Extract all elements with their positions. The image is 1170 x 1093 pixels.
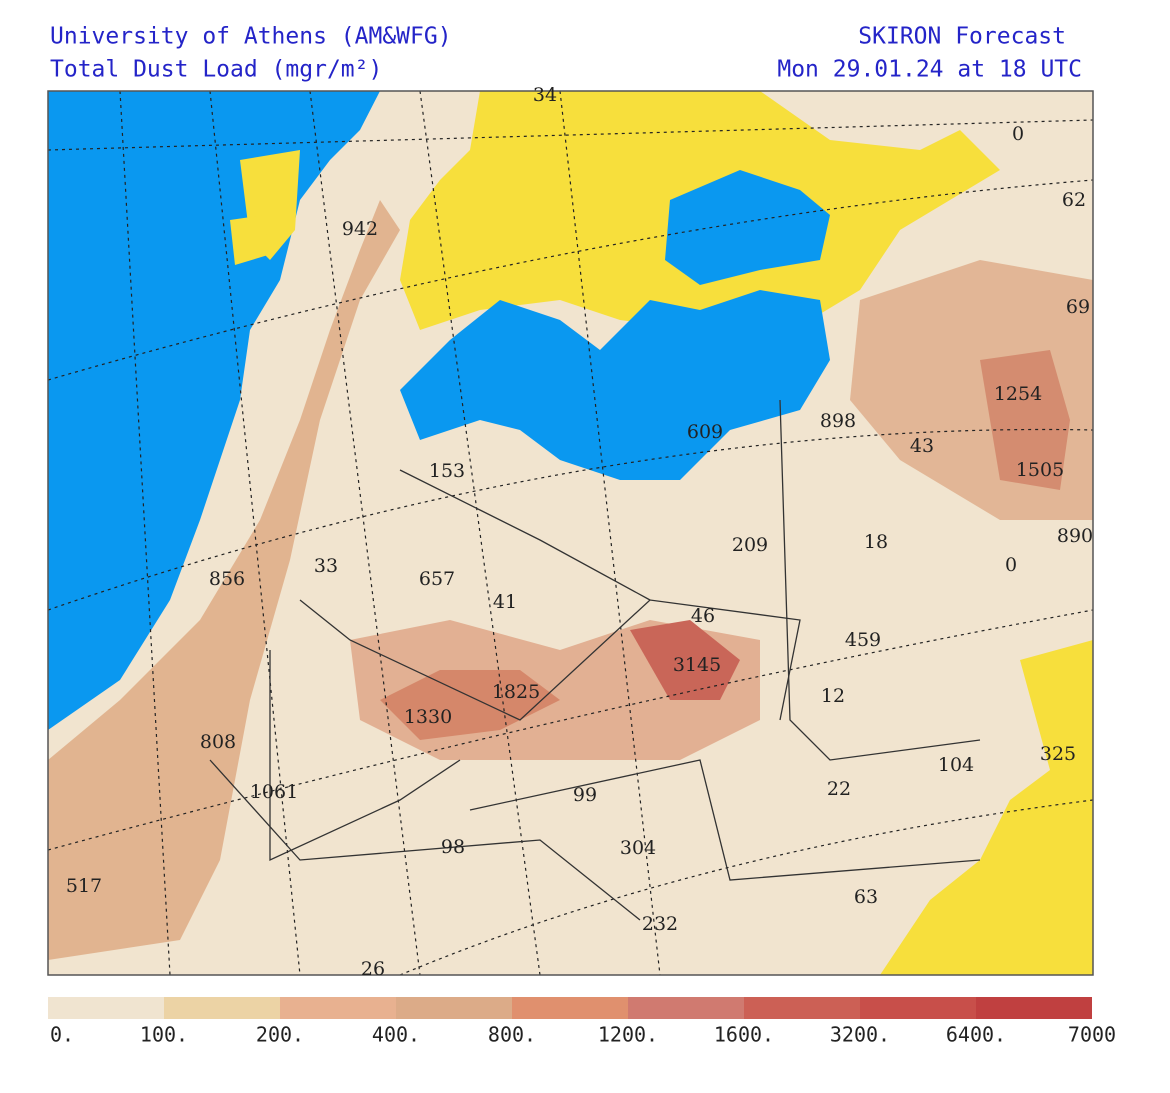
colorbar-label: 100. xyxy=(140,1023,188,1047)
dust-value-label: 43 xyxy=(910,435,934,457)
dust-value-label: 46 xyxy=(691,605,715,627)
colorbar-segment xyxy=(396,997,512,1019)
dust-value-label: 459 xyxy=(845,629,881,651)
map-area xyxy=(48,91,1093,975)
dust-value-label: 657 xyxy=(419,568,455,590)
dust-core-3 xyxy=(980,350,1070,490)
dust-value-label: 890 xyxy=(1057,525,1093,547)
dust-value-label: 808 xyxy=(200,731,236,753)
dust-value-label: 517 xyxy=(66,875,102,897)
dust-value-label: 69 xyxy=(1066,296,1090,318)
header-time: Mon 29.01.24 at 18 UTC xyxy=(777,57,1082,83)
dust-value-label: 1330 xyxy=(404,706,452,728)
colorbar-segment xyxy=(976,997,1092,1019)
colorbar-label: 0. xyxy=(50,1023,74,1047)
colorbar-segment xyxy=(280,997,396,1019)
dust-value-label: 1825 xyxy=(492,681,540,703)
dust-value-label: 63 xyxy=(854,886,878,908)
dust-value-label: 942 xyxy=(342,218,378,240)
dust-value-label: 34 xyxy=(533,84,557,106)
dust-value-label: 18 xyxy=(864,531,888,553)
header-title: University of Athens (AM&WFG) xyxy=(50,24,452,50)
dust-value-label: 33 xyxy=(314,555,338,577)
dust-value-label: 1505 xyxy=(1016,459,1064,481)
colorbar-label: 3200. xyxy=(830,1023,890,1047)
dust-value-label: 304 xyxy=(620,837,656,859)
dust-value-label: 104 xyxy=(938,754,974,776)
dust-core-1 xyxy=(380,670,560,740)
dust-value-label: 209 xyxy=(732,534,768,556)
dust-value-label: 26 xyxy=(361,958,385,980)
colorbar-label: 1600. xyxy=(714,1023,774,1047)
black-sea xyxy=(665,170,830,285)
colorbar-segment xyxy=(628,997,744,1019)
dust-value-label: 62 xyxy=(1062,189,1086,211)
colorbar-segment xyxy=(48,997,164,1019)
colorbar-segment xyxy=(860,997,976,1019)
dust-value-label: 609 xyxy=(687,421,723,443)
dust-value-label: 898 xyxy=(820,410,856,432)
dust-value-label: 0 xyxy=(1012,123,1024,145)
colorbar-label: 6400. xyxy=(946,1023,1006,1047)
dust-value-label: 12 xyxy=(821,685,845,707)
colorbar-segment xyxy=(744,997,860,1019)
dust-value-label: 856 xyxy=(209,568,245,590)
dust-value-label: 22 xyxy=(827,778,851,800)
header-quantity: Total Dust Load (mgr/m²) xyxy=(50,57,382,83)
dust-west xyxy=(48,200,400,960)
colorbar-segment xyxy=(512,997,628,1019)
dust-value-label: 232 xyxy=(642,913,678,935)
dust-value-label: 1254 xyxy=(994,383,1042,405)
dust-value-label: 1061 xyxy=(250,781,298,803)
dust-value-label: 153 xyxy=(429,460,465,482)
colorbar-label: 800. xyxy=(488,1023,536,1047)
dust-value-label: 3145 xyxy=(673,654,721,676)
colorbar-label: 1200. xyxy=(598,1023,658,1047)
colorbar-label: 7000 xyxy=(1068,1023,1116,1047)
colorbar-label: 200. xyxy=(256,1023,304,1047)
borders xyxy=(209,399,981,921)
dust-core-2 xyxy=(630,620,740,700)
atlantic-ocean xyxy=(48,91,380,730)
map-labels: 942 153 856 33 657 41 1825 1330 808 1061 517 99 98 30… xyxy=(66,84,1093,980)
dust-value-label: 0 xyxy=(1005,554,1017,576)
header-model: SKIRON Forecast xyxy=(858,24,1066,50)
mediterranean-sea xyxy=(400,290,830,480)
colorbar: 0. 100. 200. 400. 800. 1200. 1600. 3200. 6400. 70… xyxy=(48,997,1116,1047)
dust-value-label: 41 xyxy=(493,591,517,613)
ireland xyxy=(230,215,268,265)
east-africa-clear-air xyxy=(880,640,1093,975)
dust-value-label: 99 xyxy=(573,784,597,806)
map-frame xyxy=(47,90,1094,976)
dust-value-label: 325 xyxy=(1040,743,1076,765)
dust-value-label: 98 xyxy=(441,836,465,858)
colorbar-segment xyxy=(164,997,280,1019)
graticule xyxy=(48,91,1093,975)
colorbar-label: 400. xyxy=(372,1023,420,1047)
